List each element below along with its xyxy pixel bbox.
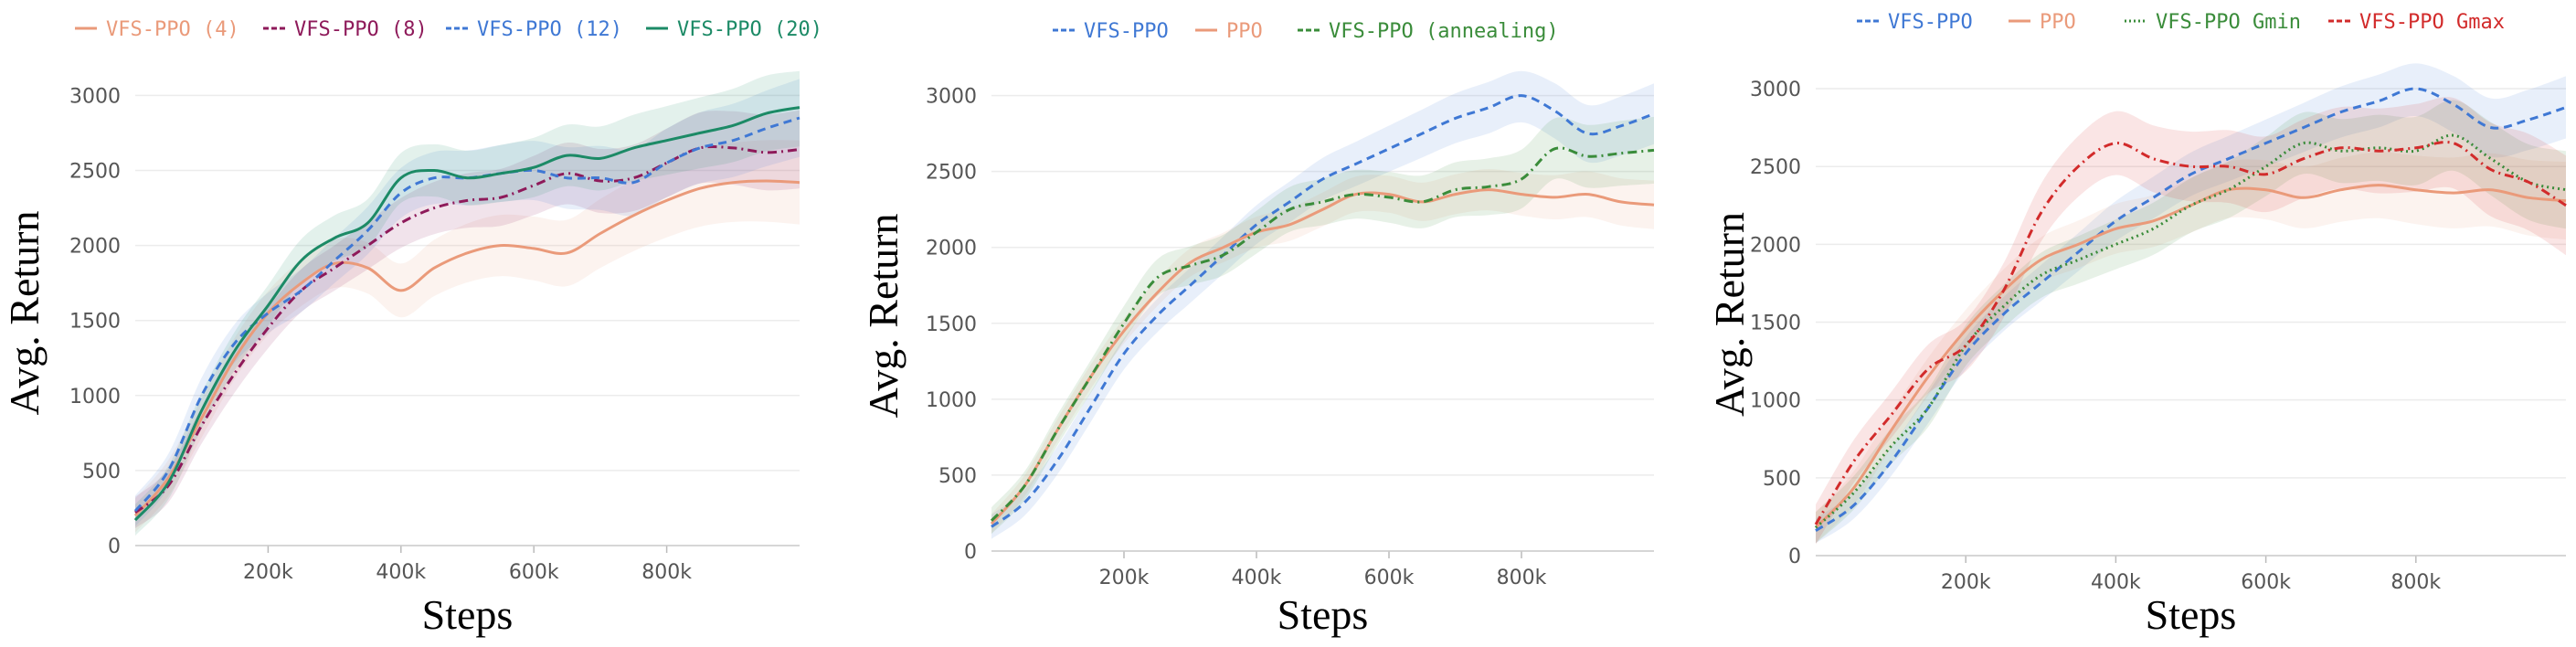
chart-panel-2: 0 500 1000 1500 2000 2500 3000 200k 400k 600k 800k… <box>860 20 1655 638</box>
y-tick-label: 500 <box>938 465 977 488</box>
x-tick-label: 800k <box>1497 567 1547 589</box>
y-tick-label: 3000 <box>69 85 121 108</box>
line-vfs-ppo-gmax <box>1814 141 2567 525</box>
legend-label-ppo: PPO <box>2040 11 2076 34</box>
band-vfs-ppo-gmax <box>1816 97 2566 545</box>
line-ppo <box>1814 184 2567 529</box>
band-vfs-ppo-12 <box>135 79 800 527</box>
line-vfs-ppo-annealing <box>990 146 1655 522</box>
y-tick-label: 0 <box>108 536 121 558</box>
line-vfs-ppo-12 <box>133 116 800 513</box>
line-vfs-ppo-8 <box>134 145 800 514</box>
band-vfs-ppo-4 <box>135 140 800 533</box>
y-tick-label: 500 <box>82 461 121 483</box>
y-tick-label: 2000 <box>926 238 977 260</box>
y-tick-label: 0 <box>964 541 977 564</box>
x-axis-title: Steps <box>2146 591 2237 638</box>
band-vfs-ppo <box>991 70 1654 539</box>
chart-panel-1: 0 500 1000 1500 2000 2500 3000 200k 400k 600k 800k… <box>1 18 822 638</box>
y-tick-label: 2000 <box>1750 234 1801 257</box>
band-vfs-ppo-20 <box>135 70 800 536</box>
y-tick-label: 2500 <box>926 162 977 185</box>
y-tick-label: 2500 <box>69 161 121 184</box>
line-vfs-ppo <box>991 94 1655 528</box>
legend-label-vfs-ppo: VFS-PPO <box>1888 11 1973 34</box>
band-vfs-ppo <box>1816 63 2566 544</box>
legend-label-vfs-ppo-20: VFS-PPO (20) <box>677 18 822 41</box>
x-axis-title: Steps <box>1277 591 1369 638</box>
x-tick-label: 600k <box>2241 571 2291 594</box>
x-tick-label: 800k <box>641 561 692 584</box>
legend-label-vfs-ppo-gmin: VFS-PPO Gmin <box>2156 11 2301 34</box>
x-tick-label: 800k <box>2390 571 2441 594</box>
y-axis-title: Avg. Return <box>860 213 906 418</box>
x-tick-label: 400k <box>1232 567 1282 589</box>
band-vfs-ppo-gmin <box>1816 100 2566 544</box>
line-ppo <box>990 188 1655 525</box>
x-tick-label: 400k <box>376 561 426 584</box>
y-tick-label: 1500 <box>1750 313 1801 335</box>
y-tick-label: 1000 <box>926 389 977 412</box>
x-tick-label: 600k <box>509 561 559 584</box>
band-vfs-ppo-annealing <box>991 116 1654 535</box>
x-tick-label: 200k <box>1099 567 1150 589</box>
band-vfs-ppo-8 <box>135 110 800 529</box>
x-axis-title: Steps <box>422 591 514 638</box>
y-tick-label: 3000 <box>926 86 977 109</box>
y-tick-label: 500 <box>1763 468 1801 491</box>
legend-label-vfs-ppo-annealing: VFS-PPO (annealing) <box>1329 20 1559 43</box>
legend-label-vfs-ppo: VFS-PPO <box>1084 20 1169 43</box>
line-vfs-ppo-4 <box>133 179 800 517</box>
y-tick-label: 1000 <box>1750 390 1801 413</box>
x-tick-label: 200k <box>243 561 293 584</box>
legend-label-vfs-ppo-8: VFS-PPO (8) <box>294 18 428 41</box>
x-tick-label: 600k <box>1364 567 1415 589</box>
y-tick-label: 2500 <box>1750 156 1801 179</box>
legend-label-ppo: PPO <box>1226 20 1263 43</box>
y-tick-label: 1500 <box>69 311 121 334</box>
x-tick-label: 400k <box>2091 571 2141 594</box>
legend-label-vfs-ppo-gmax: VFS-PPO Gmax <box>2359 11 2505 34</box>
y-tick-label: 3000 <box>1750 79 1801 101</box>
legend-label-vfs-ppo-4: VFS-PPO (4) <box>106 18 239 41</box>
band-ppo <box>991 168 1654 534</box>
legend-label-vfs-ppo-12: VFS-PPO (12) <box>477 18 622 41</box>
y-tick-label: 1500 <box>926 313 977 336</box>
y-axis-title: Avg. Return <box>1706 212 1753 417</box>
y-axis-title: Avg. Return <box>1 210 48 415</box>
chart-panel-3: 0 500 1000 1500 2000 2500 3000 200k 400k 600k 800k… <box>1706 11 2567 638</box>
line-vfs-ppo-20 <box>133 106 800 522</box>
y-tick-label: 0 <box>1788 546 1801 568</box>
x-tick-label: 200k <box>1941 571 1991 594</box>
y-tick-label: 2000 <box>69 236 121 259</box>
line-vfs-ppo <box>1815 87 2567 532</box>
y-tick-label: 1000 <box>69 386 121 408</box>
